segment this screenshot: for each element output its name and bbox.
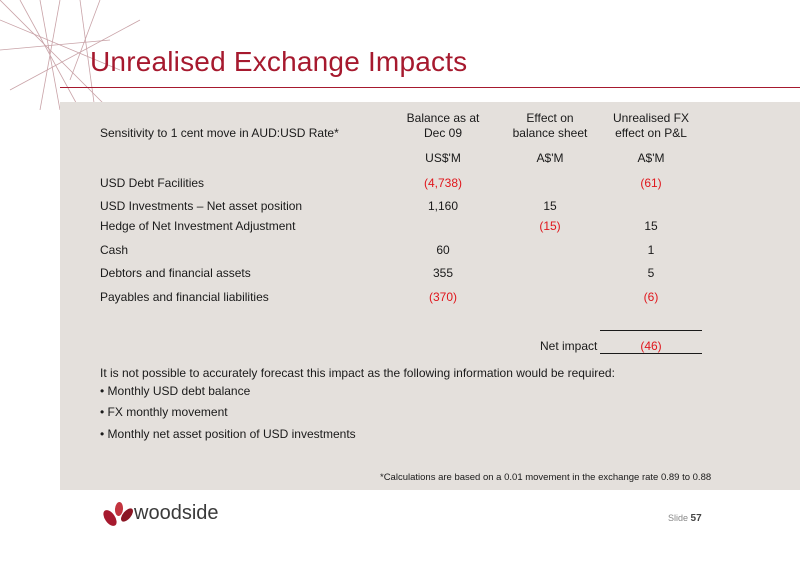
table-header-label: Sensitivity to 1 cent move in AUD:USD Ra…: [100, 126, 339, 140]
col3-header: Unrealised FX effect on P&L: [612, 111, 690, 140]
title-divider: [60, 87, 800, 88]
corner-line-art: [0, 0, 141, 110]
row-label: Cash: [100, 243, 129, 257]
col2-unit: A$'M: [536, 151, 564, 165]
bullet-item: • Monthly USD debt balance: [100, 384, 251, 398]
col1-header: Balance as at Dec 09: [406, 111, 480, 140]
row-label: USD Investments – Net asset position: [100, 199, 303, 213]
slide-number: Slide 57: [668, 513, 702, 524]
row-value: (370): [428, 290, 458, 304]
row-value: (4,738): [423, 176, 463, 190]
col3-unit: A$'M: [637, 151, 665, 165]
forecast-note: It is not possible to accurately forecas…: [100, 366, 615, 380]
row-label: Payables and financial liabilities: [100, 290, 269, 304]
bullet-item: • FX monthly movement: [100, 405, 228, 419]
bullet-item: • Monthly net asset position of USD inve…: [100, 427, 356, 441]
page-title: Unrealised Exchange Impacts: [90, 46, 468, 77]
col2-header: Effect on balance sheet: [512, 111, 588, 140]
woodside-logo-icon: [103, 502, 133, 526]
row-value: 15: [543, 199, 557, 213]
row-value: 5: [647, 266, 655, 280]
row-value: 60: [436, 243, 450, 257]
net-impact-bottom-rule: [600, 353, 702, 354]
net-impact-top-rule: [600, 330, 702, 331]
row-value: 1: [647, 243, 655, 257]
col1-unit: US$'M: [425, 151, 461, 165]
row-value: 15: [644, 219, 658, 233]
row-label: USD Debt Facilities: [100, 176, 205, 190]
net-impact-value: (46): [640, 339, 662, 353]
row-label: Hedge of Net Investment Adjustment: [100, 219, 296, 233]
row-value: (6): [643, 290, 659, 304]
logo-wordmark: woodside: [134, 502, 219, 524]
net-impact-label: Net impact: [540, 339, 598, 353]
row-value: 355: [432, 266, 454, 280]
row-value: (61): [640, 176, 662, 190]
row-value: (15): [539, 219, 561, 233]
row-value: 1,160: [427, 199, 459, 213]
footnote: *Calculations are based on a 0.01 moveme…: [380, 472, 712, 483]
row-label: Debtors and financial assets: [100, 266, 251, 280]
content-panel: [60, 102, 800, 490]
